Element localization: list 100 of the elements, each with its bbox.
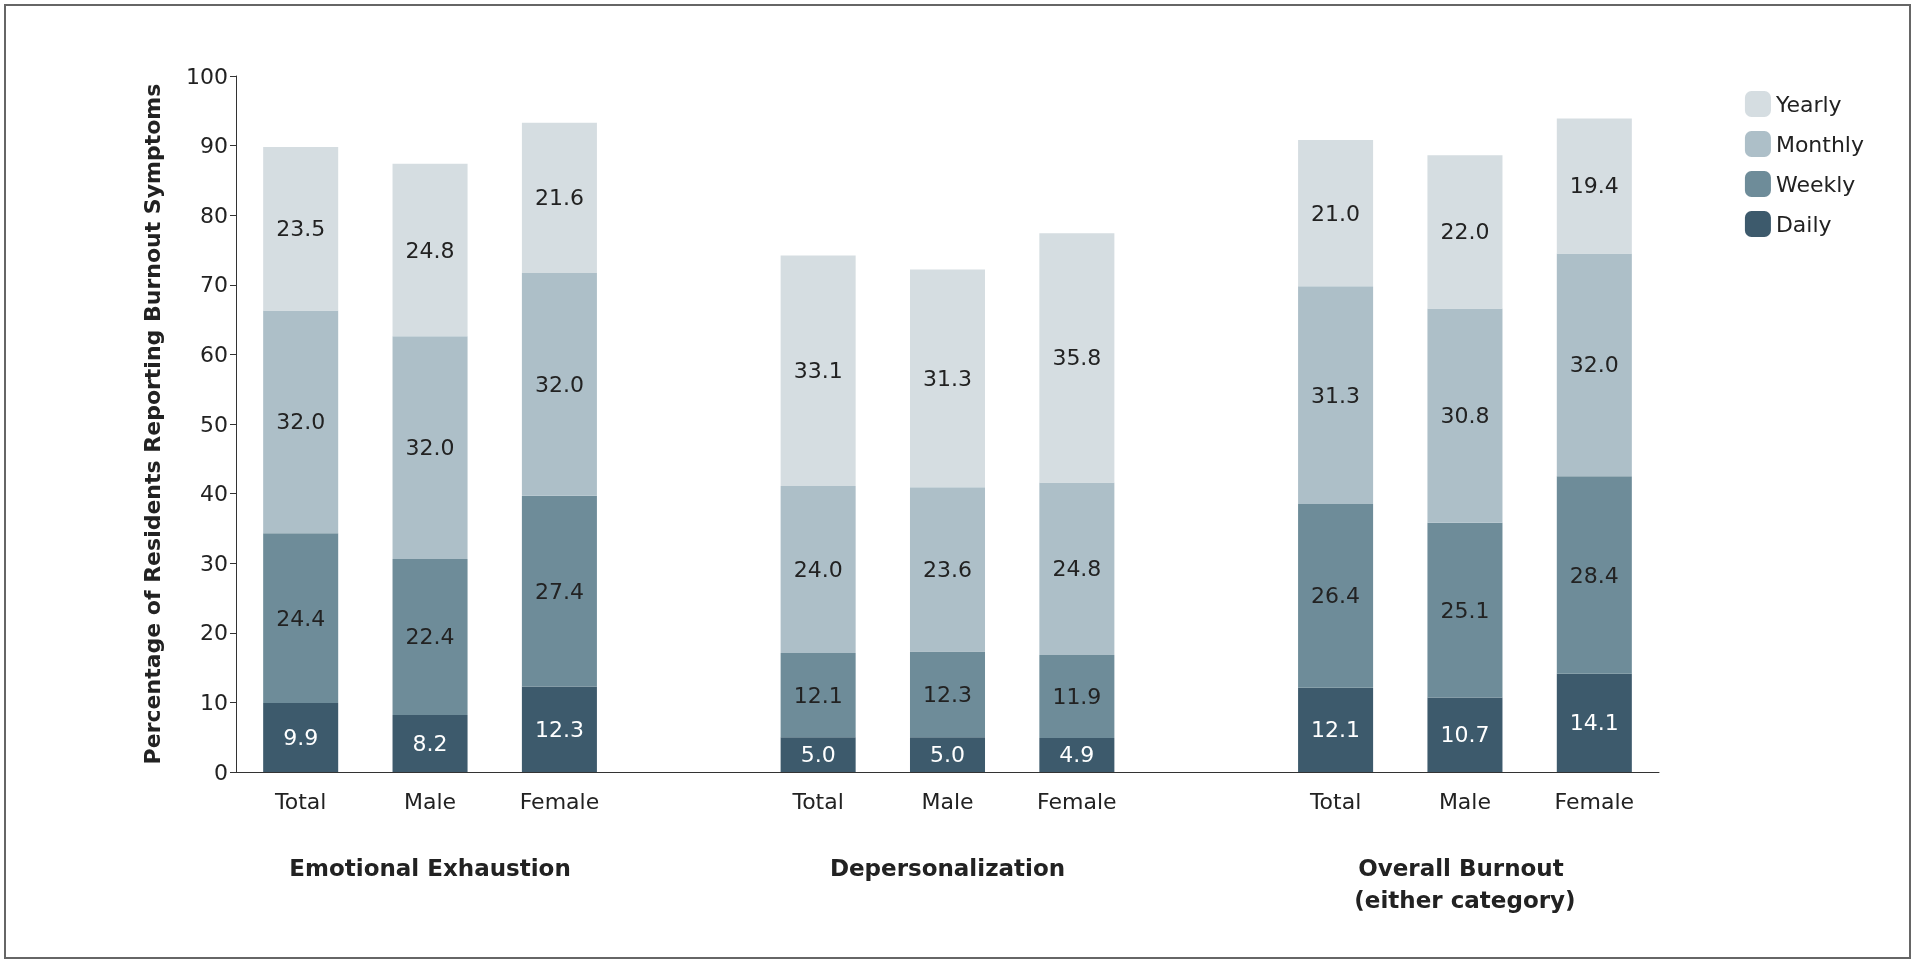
bar [1556,118,1632,254]
bar [909,487,986,652]
y-axis-title: Percentage of Residents Reporting Burnout Symptoms [139,83,165,765]
y-tick-label: 10 [200,689,228,715]
data-label: 32.0 [276,409,326,435]
data-label: 32.0 [534,371,584,397]
bar [263,310,339,534]
x-tick-label: Female [1037,788,1117,814]
data-label: 24.0 [793,556,843,582]
data-label: 28.4 [1569,562,1619,588]
data-label: 24.8 [405,237,455,263]
bar [1427,697,1503,772]
data-label: 35.8 [1052,345,1102,371]
y-tick-label: 70 [200,272,228,298]
data-label: 26.4 [1311,583,1361,609]
legend-label: Monthly [1775,131,1865,157]
data-label: 19.4 [1569,173,1619,199]
data-label: 12.3 [534,716,584,742]
data-label: 12.3 [923,681,972,707]
bar [392,336,468,560]
bar [909,737,986,772]
bar [1298,687,1374,772]
data-label: 5.0 [800,742,836,768]
bar [392,714,468,772]
x-tick-label: Total [1308,788,1362,814]
bar [1427,308,1503,523]
bar [1298,140,1374,287]
bar [521,122,597,273]
bar [1039,482,1115,656]
text: Depersonalization [829,855,1066,881]
y-tick-label: 40 [200,481,228,507]
y-tick-label: 100 [186,63,228,89]
text: Overall Burnout (either category) [1354,855,1576,913]
bar [780,485,856,653]
bar [1556,476,1632,674]
bar [521,495,597,687]
bar [263,533,339,704]
data-label: 12.1 [1311,717,1361,743]
data-label: 5.0 [930,742,965,768]
bar [780,255,856,486]
data-label: 24.4 [276,605,326,631]
bar [1298,504,1374,688]
bar [1556,253,1632,477]
bar [521,272,597,496]
bar [521,686,597,772]
x-tick-label: Female [519,788,600,814]
bar [1427,155,1503,309]
data-label: 27.4 [534,578,584,604]
x-tick-label: Female [1554,788,1635,814]
x-tick-label: Male [403,788,457,814]
y-tick-label: 0 [214,759,228,785]
data-label: 4.9 [1059,742,1095,768]
data-label: 30.8 [1440,403,1490,429]
y-tick-label: 90 [200,133,228,159]
data-label: 14.1 [1569,710,1619,736]
data-label: 22.4 [405,624,455,650]
data-label: 10.7 [1440,722,1490,748]
data-label: 24.8 [1052,556,1102,582]
data-label: 9.9 [283,725,319,751]
bar [780,737,856,772]
y-tick-label: 30 [200,550,228,576]
legend-label: Daily [1775,211,1832,237]
data-label: 8.2 [412,730,448,756]
y-tick-label: 20 [200,620,228,646]
data-label: 25.1 [1440,597,1490,623]
data-label: 21.0 [1311,200,1361,226]
data-label: 31.3 [1311,382,1361,408]
bar [392,163,468,337]
data-label: 11.9 [1052,683,1102,709]
data-label: 12.1 [793,682,843,708]
text: Emotional Exhaustion [289,855,571,881]
bar [263,146,339,311]
bar [909,269,986,488]
bar [909,651,986,738]
data-label: 23.6 [923,556,972,582]
x-tick-label: Total [791,788,844,814]
y-tick-label: 50 [200,411,228,437]
data-label: 31.3 [923,365,972,391]
legend-label: Yearly [1774,91,1842,117]
bar [780,652,856,738]
data-label: 33.1 [793,358,843,384]
bar [1427,522,1503,698]
bar [1298,286,1374,505]
bar [1556,673,1632,772]
x-tick-label: Total [273,788,327,814]
y-tick-label: 60 [200,341,228,367]
bar [263,703,339,772]
legend-label: Weekly [1775,171,1856,197]
bar [1039,655,1115,738]
data-label: 32.0 [1569,352,1619,378]
bar [1039,737,1115,772]
x-tick-label: Male [921,788,974,814]
data-label: 21.6 [534,185,584,211]
data-label: 32.0 [405,435,455,461]
bar [392,559,468,715]
y-tick-label: 80 [200,202,228,228]
x-tick-label: Male [1438,788,1492,814]
bar [1039,233,1115,483]
data-label: 23.5 [276,216,326,242]
data-label: 22.0 [1440,219,1490,245]
